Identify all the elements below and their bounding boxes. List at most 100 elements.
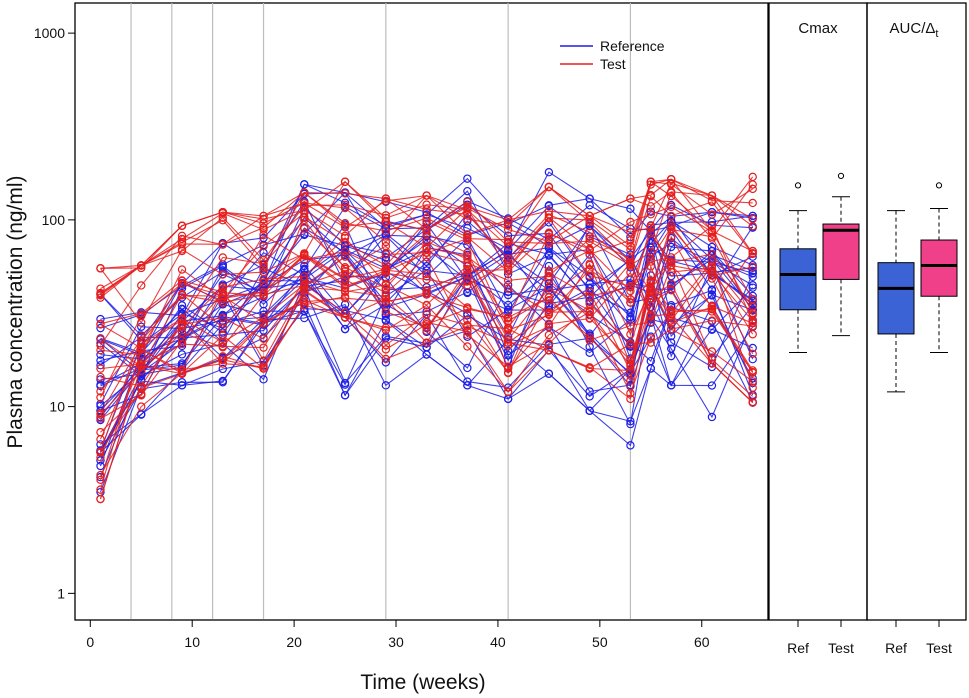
data-point <box>748 281 757 290</box>
series-test <box>96 172 757 504</box>
data-point <box>381 325 391 335</box>
data-point <box>259 241 268 251</box>
data-point <box>218 240 227 249</box>
data-point <box>748 383 757 392</box>
data-point <box>666 253 676 262</box>
data-point <box>463 197 472 206</box>
box-iqr <box>822 223 860 280</box>
subject-profile-line <box>100 176 754 269</box>
data-point <box>463 266 472 276</box>
data-point <box>96 375 105 384</box>
box-iqr <box>920 239 958 297</box>
data-point <box>585 348 594 357</box>
data-point <box>503 387 513 397</box>
box-iqr <box>779 248 817 311</box>
data-point <box>646 210 656 219</box>
subject-profile-line <box>99 260 754 440</box>
data-point <box>463 277 472 286</box>
data-point <box>300 251 309 260</box>
data-point <box>666 222 676 232</box>
data-point <box>748 377 757 386</box>
data-point <box>137 344 146 354</box>
data-point <box>463 186 472 196</box>
data-point <box>626 295 635 304</box>
data-point <box>177 221 187 230</box>
data-point <box>300 224 309 233</box>
data-point <box>626 228 635 237</box>
data-point <box>748 247 757 256</box>
data-point <box>96 414 105 423</box>
data-point <box>340 247 350 256</box>
subject-profile-line <box>100 212 753 325</box>
data-point <box>626 282 635 291</box>
data-point <box>626 217 635 227</box>
data-point <box>422 320 431 329</box>
data-point <box>381 266 391 275</box>
data-point <box>463 303 472 312</box>
data-point <box>503 324 513 333</box>
data-point <box>96 461 105 471</box>
data-point <box>666 324 676 334</box>
data-point <box>544 237 554 246</box>
data-point <box>463 223 472 233</box>
data-point <box>585 194 594 203</box>
data-point <box>381 217 391 226</box>
data-point <box>96 361 105 370</box>
data-point <box>748 180 757 189</box>
box-plots: Ref Test Ref Test <box>779 172 958 656</box>
x-tick-label: 50 <box>592 634 608 650</box>
data-point <box>300 300 309 310</box>
data-point <box>137 391 146 400</box>
data-point <box>748 366 757 375</box>
data-point <box>340 252 350 261</box>
data-point <box>422 243 431 252</box>
data-point <box>646 277 656 287</box>
data-point <box>340 264 350 274</box>
data-point <box>503 254 513 263</box>
data-point <box>544 201 554 210</box>
data-point <box>259 262 268 272</box>
data-point <box>300 272 309 281</box>
data-point <box>218 270 227 279</box>
data-point <box>707 347 717 356</box>
data-point <box>96 399 105 409</box>
data-point <box>585 250 594 259</box>
data-point <box>748 272 757 282</box>
data-point <box>666 179 676 188</box>
data-point <box>463 215 472 224</box>
data-point <box>463 342 472 351</box>
data-point <box>96 372 105 382</box>
data-point <box>646 284 656 293</box>
auc-box-test: Test <box>920 182 958 656</box>
data-point <box>626 366 635 376</box>
data-point <box>422 225 431 235</box>
data-point <box>646 192 656 201</box>
data-point <box>381 194 391 203</box>
data-point <box>626 194 635 203</box>
data-point <box>218 313 227 323</box>
data-point <box>422 191 431 200</box>
data-point <box>748 198 757 208</box>
data-point <box>544 339 554 348</box>
data-point <box>340 222 350 231</box>
y-tick-label: 100 <box>42 212 66 228</box>
data-point <box>259 318 268 328</box>
data-point <box>585 406 594 415</box>
data-point <box>626 204 635 213</box>
subject-profile-line <box>100 308 754 453</box>
data-point <box>137 402 146 411</box>
data-point <box>707 191 717 200</box>
box-category-label: Test <box>828 640 854 656</box>
data-point <box>666 344 676 353</box>
data-point <box>422 217 431 226</box>
data-point <box>646 294 656 303</box>
box-iqr <box>877 262 915 335</box>
x-axis-title: Time (weeks) <box>360 671 485 694</box>
data-point <box>177 276 187 285</box>
data-point <box>503 265 513 274</box>
data-point <box>340 378 350 388</box>
data-point <box>626 376 635 385</box>
data-point <box>585 271 594 280</box>
legend: Reference Test <box>560 38 665 72</box>
data-point <box>300 188 309 197</box>
